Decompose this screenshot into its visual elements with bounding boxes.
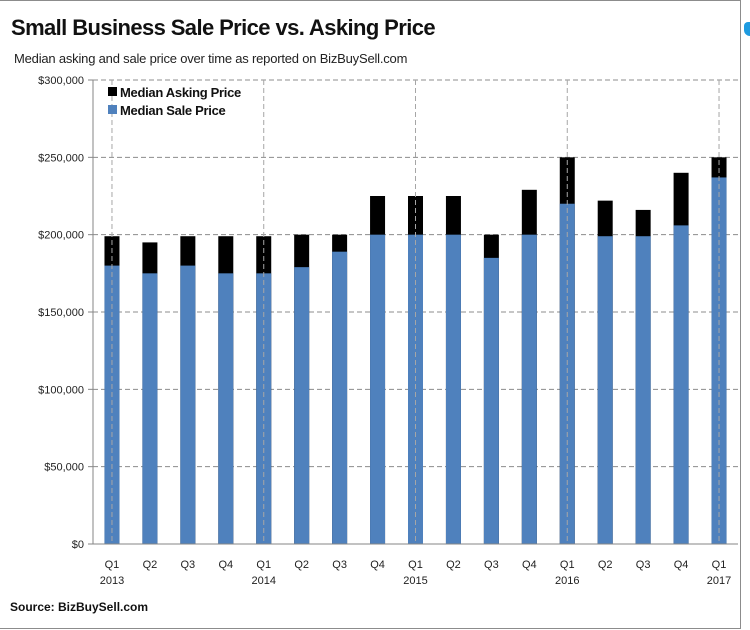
y-tick-label: $250,000 [38,152,84,164]
bar-sale-price [635,236,651,545]
bar-sale-price [370,234,386,544]
bar-sale-price [180,265,196,544]
x-tick-label: Q2 [446,559,461,571]
chart-source: Source: BizBuySell.com [10,600,149,614]
y-tick-label: $200,000 [38,230,84,242]
y-tick-label: $0 [72,539,84,551]
x-tick-label: Q4 [370,559,385,571]
y-tick-label: $300,000 [38,75,84,87]
x-tick-label: Q3 [332,559,347,571]
bar-sale-price [332,251,348,544]
x-tick-label: Q1 [560,559,575,571]
y-tick-label: $150,000 [38,307,84,319]
bar-sale-price [673,225,689,545]
legend: Median Asking Price Median Sale Price [108,85,241,118]
bar-sale-price [521,234,537,544]
x-tick-year-label: 2014 [251,575,275,587]
x-tick-label: Q4 [218,559,233,571]
x-tick-year-label: 2015 [403,575,427,587]
x-tick-year-label: 2016 [555,575,579,587]
x-tick-label: Q1 [408,559,423,571]
bar-sale-price [445,234,461,544]
legend-swatch [108,105,117,114]
x-tick-year-label: 2013 [100,575,124,587]
x-tick-label: Q4 [674,559,689,571]
x-tick-label: Q2 [143,559,158,571]
bar-sale-price [142,273,158,544]
x-tick-label: Q3 [181,559,196,571]
bar-sale-price [483,257,499,544]
chart-title: Small Business Sale Price vs. Asking Pri… [11,15,436,40]
bar-sale-price [218,273,234,544]
x-tick-label: Q4 [522,559,537,571]
bars [104,157,727,545]
axes [88,79,738,545]
bar-sale-price [408,234,423,544]
legend-label: Median Sale Price [120,103,226,118]
legend-swatch [108,87,117,96]
x-tick-labels: Q1 2013 Q2 Q3 Q4 Q1 2014 Q2 Q3 Q4 Q1 2015 Q2 Q3 Q4 Q1 20… [100,559,732,587]
x-tick-label: Q1 [256,559,271,571]
bar-sale-price [294,267,310,544]
legend-label: Median Asking Price [120,85,241,100]
x-tick-year-label: 2017 [707,575,731,587]
x-tick-label: Q3 [636,559,651,571]
x-tick-label: Q1 [105,559,120,571]
bar-sale-price [597,236,613,545]
chart-subtitle: Median asking and sale price over time a… [14,51,408,66]
y-tick-label: $100,000 [38,384,84,396]
corner-logo-icon [744,22,750,36]
x-tick-label: Q3 [484,559,499,571]
year-gridlines [111,80,720,544]
x-tick-label: Q1 [712,559,727,571]
bar-sale-price [559,203,575,544]
y-tick-label: $50,000 [44,462,84,474]
x-tick-label: Q2 [598,559,613,571]
y-tick-labels: $0 $50,000 $100,000 $150,000 $200,000 $250,00… [38,75,84,551]
x-tick-label: Q2 [294,559,309,571]
